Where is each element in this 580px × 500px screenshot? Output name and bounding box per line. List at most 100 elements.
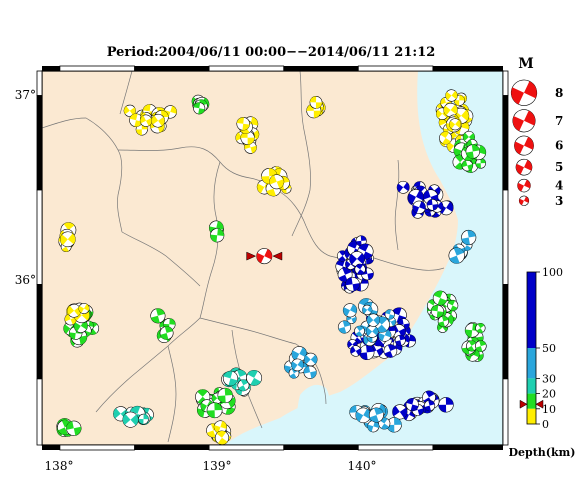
earthquake-mechanism [309, 96, 323, 109]
depth-band [527, 393, 536, 409]
magnitude-legend-label: 8 [555, 86, 563, 100]
earthquake-mechanism [217, 387, 233, 404]
depth-tick-label: 50 [542, 342, 556, 355]
earthquake-mechanism [151, 113, 165, 128]
earthquake-mechanism [342, 303, 358, 318]
earthquake-mechanism [408, 189, 424, 205]
earthquake-mechanism [291, 346, 308, 362]
earthquake-mechanism [337, 320, 352, 334]
earthquake-mechanism [355, 407, 371, 424]
earthquake-mechanism [222, 370, 239, 386]
earthquake-mechanism [362, 304, 373, 316]
earthquake-mechanism [354, 325, 365, 337]
earthquake-mechanism [123, 104, 136, 117]
earthquake-mechanism [424, 400, 436, 412]
highlight-marker-left [246, 251, 257, 261]
earthquake-mechanism [355, 235, 367, 247]
earthquake-mechanism [448, 247, 465, 264]
earthquake-mechanism [359, 344, 375, 361]
earthquake-mechanism [210, 228, 225, 243]
earthquake-mechanism [475, 157, 487, 169]
earthquake-mechanism [431, 304, 444, 318]
axis-tick-labels: 138° 139° 140° 37° 36° [15, 88, 377, 473]
earthquake-mechanism [439, 131, 453, 145]
depth-tick-label: 10 [542, 403, 556, 416]
earthquake-mechanism [438, 397, 454, 413]
magnitude-legend-symbol [518, 195, 530, 206]
magnitude-legend-label: 7 [555, 114, 563, 128]
earthquake-mechanism [461, 159, 474, 172]
earthquake-mechanism [392, 404, 408, 420]
earthquake-mechanism [365, 325, 379, 338]
magnitude-legend-label: 3 [555, 194, 563, 208]
earthquake-mechanism [394, 334, 406, 346]
earthquake-mechanism [303, 365, 317, 379]
earthquake-mechanism [432, 290, 448, 306]
magnitude-legend-symbol [510, 79, 538, 106]
sea-area [225, 71, 503, 445]
earthquake-events [56, 89, 487, 445]
depth-tick-label: 20 [542, 388, 556, 401]
earthquake-mechanism [367, 420, 380, 433]
earthquake-mechanism [236, 117, 250, 131]
lon-label-138: 138° [45, 459, 74, 473]
earthquake-mechanism [366, 313, 380, 327]
earthquake-mechanism [122, 411, 139, 428]
earthquake-mechanism [426, 199, 439, 211]
earthquake-mechanism [59, 231, 76, 248]
map-frame [36, 65, 509, 451]
highlight-event [246, 248, 283, 265]
depth-band [527, 408, 536, 424]
magnitude-legend-symbol [517, 178, 531, 193]
magnitude-legend-label: 6 [555, 139, 563, 153]
earthquake-mechanism [461, 229, 477, 246]
earthquake-mechanism [412, 200, 426, 214]
earthquake-mechanism [354, 263, 366, 275]
earthquake-mechanism [349, 251, 365, 267]
map-title: Period:2004/06/11 00:00−−2014/06/11 21:1… [107, 45, 436, 60]
depth-tick-label: 0 [542, 418, 549, 431]
earthquake-mechanism [350, 345, 362, 357]
magnitude-legend: M 8 7 6 5 43 [510, 56, 563, 208]
lat-label-36: 36° [15, 273, 36, 287]
earthquake-mechanism [214, 430, 230, 445]
earthquake-mechanism [213, 420, 227, 434]
magnitude-legend-title: M [518, 56, 534, 72]
depth-tick-label: 30 [542, 372, 556, 385]
earthquake-mechanism [206, 402, 223, 419]
highlight-marker-right [272, 251, 283, 261]
depth-band [527, 378, 536, 394]
earthquake-mechanism [291, 358, 304, 372]
tokyo-bay [296, 384, 330, 445]
earthquake-mechanism [138, 413, 149, 425]
earthquake-mechanism [159, 326, 174, 340]
depth-pointer [519, 399, 544, 409]
magnitude-legend-label: 5 [555, 160, 563, 174]
earthquake-mechanism [66, 420, 82, 436]
earthquake-mechanism [269, 174, 285, 190]
earthquake-mechanism [445, 89, 458, 102]
depth-band [527, 272, 536, 348]
earthquake-mechanism [447, 299, 459, 312]
earthquake-mechanism [345, 276, 360, 292]
earthquake-mechanism [368, 407, 384, 423]
lat-label-37: 37° [15, 88, 36, 102]
earthquake-mechanism [384, 309, 395, 320]
earthquake-mechanism [465, 144, 480, 159]
magnitude-legend-symbol [515, 158, 533, 176]
earthquake-mechanism [150, 308, 166, 324]
earthquake-mechanism [396, 180, 410, 194]
prefecture-boundaries [42, 71, 445, 443]
magnitude-legend-symbol [514, 135, 534, 156]
earthquake-mechanism [383, 344, 398, 358]
lon-label-139: 139° [203, 459, 232, 473]
earthquake-mechanism [475, 322, 486, 334]
lon-label-140: 140° [348, 459, 377, 473]
earthquake-mechanism [443, 102, 458, 118]
depth-band [527, 348, 536, 379]
map-area [42, 71, 503, 445]
highlight-mechanism [256, 248, 273, 265]
depth-tick-label: 100 [542, 266, 563, 279]
